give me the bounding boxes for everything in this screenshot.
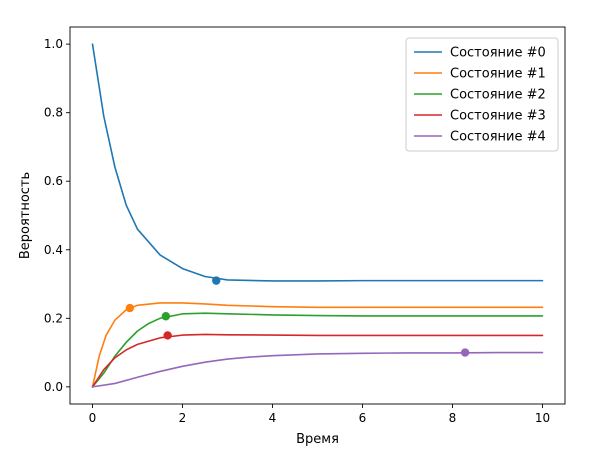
legend-box: [405, 37, 559, 152]
x-tick-label: 4: [269, 411, 277, 425]
y-tick-label: 0.6: [44, 174, 63, 188]
y-axis-label: Вероятность: [18, 172, 33, 259]
x-tick-label: 0: [89, 411, 97, 425]
y-tick-label: 0.8: [44, 106, 63, 120]
x-tick-label: 10: [535, 411, 550, 425]
y-tick-label: 0.4: [44, 243, 63, 257]
legend-label-2: Состояние #2: [450, 88, 546, 103]
series-line-4: [91, 351, 544, 388]
y-tick-label: 0.0: [44, 380, 63, 394]
series-line-3: [91, 333, 544, 388]
legend: Состояние #0 Состояние #1 Состояние #2 Сост…: [405, 37, 559, 152]
x-tick-label: 8: [449, 411, 457, 425]
y-tick-label: 0.2: [44, 311, 63, 325]
series-marker-1: [125, 303, 135, 313]
y-tick-label: 1.0: [44, 37, 63, 51]
series-line-1: [91, 302, 544, 388]
series-marker-3: [163, 331, 172, 340]
x-tick-label: 6: [359, 411, 367, 425]
x-tick-label: 2: [179, 411, 187, 425]
series-marker-0: [212, 276, 221, 285]
legend-label-1: Состояние #1: [450, 67, 546, 82]
series-line-2: [91, 312, 544, 388]
legend-label-0: Состояние #0: [450, 46, 546, 61]
axes-frame: [69, 26, 566, 405]
x-axis-label: Время: [296, 432, 339, 447]
legend-label-4: Состояние #4: [450, 130, 546, 145]
plot-area: 0 2 4 6 8 10 0.0 0.2 0.4 0.6 0.8 1.0: [44, 26, 566, 425]
series-marker-4: [460, 348, 470, 357]
series-marker-2: [161, 312, 171, 321]
legend-label-3: Состояние #3: [450, 109, 546, 124]
